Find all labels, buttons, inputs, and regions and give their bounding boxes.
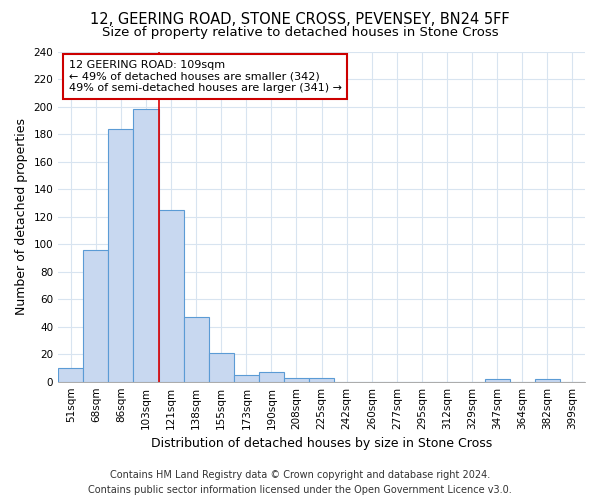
Text: 12 GEERING ROAD: 109sqm
← 49% of detached houses are smaller (342)
49% of semi-d: 12 GEERING ROAD: 109sqm ← 49% of detache…	[69, 60, 342, 93]
Bar	[58, 368, 83, 382]
Text: Contains HM Land Registry data © Crown copyright and database right 2024.
Contai: Contains HM Land Registry data © Crown c…	[88, 470, 512, 495]
X-axis label: Distribution of detached houses by size in Stone Cross: Distribution of detached houses by size …	[151, 437, 492, 450]
Y-axis label: Number of detached properties: Number of detached properties	[15, 118, 28, 315]
Bar	[133, 110, 158, 382]
Bar	[83, 250, 109, 382]
Text: Size of property relative to detached houses in Stone Cross: Size of property relative to detached ho…	[101, 26, 499, 39]
Bar	[158, 210, 184, 382]
Bar	[309, 378, 334, 382]
Bar	[485, 379, 510, 382]
Bar	[284, 378, 309, 382]
Text: 12, GEERING ROAD, STONE CROSS, PEVENSEY, BN24 5FF: 12, GEERING ROAD, STONE CROSS, PEVENSEY,…	[90, 12, 510, 28]
Bar	[259, 372, 284, 382]
Bar	[184, 317, 209, 382]
Bar	[234, 375, 259, 382]
Bar	[109, 128, 133, 382]
Bar	[535, 379, 560, 382]
Bar	[209, 353, 234, 382]
